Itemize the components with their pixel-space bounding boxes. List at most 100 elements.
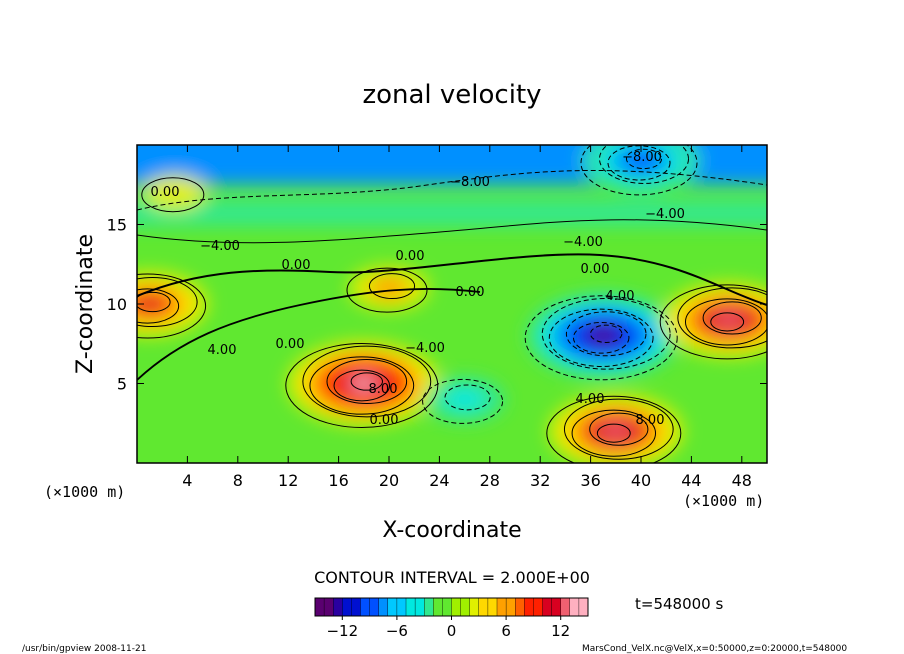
contour-2-1 — [302, 345, 432, 418]
contour-label: −8.00 — [450, 175, 490, 190]
x-tick-label: 4 — [182, 471, 192, 490]
field-feature-5-ring-4 — [602, 423, 630, 439]
field-feature-2-ring-5 — [351, 376, 377, 391]
y-axis: 5 10 15 — [107, 216, 767, 394]
contour-2-4 — [333, 369, 391, 402]
colorbar-cell — [478, 597, 489, 617]
contour-1-0 — [346, 267, 428, 313]
colorbar-cell — [451, 597, 462, 617]
contour-label: 0.00 — [151, 185, 180, 200]
contour-6-1 — [599, 145, 689, 184]
colorbar-cell — [542, 597, 553, 617]
colorbar-cell — [405, 597, 416, 617]
contour-label: 8.00 — [636, 413, 665, 428]
field-feature-4-ring-4 — [715, 312, 743, 328]
contour-label: −4.00 — [405, 341, 445, 356]
colorbar-cell — [351, 597, 361, 617]
contour-7-0 — [422, 378, 504, 424]
x-tick-label: 24 — [429, 471, 449, 490]
contour-6-0 — [580, 145, 698, 196]
contour-label: 0.00 — [581, 262, 610, 277]
contour-front-upper — [137, 253, 767, 306]
x-tick-label: 28 — [480, 471, 500, 490]
contour-8-1 — [137, 276, 198, 328]
contour-3-5 — [590, 324, 623, 343]
y-tick-label: 5 — [117, 375, 127, 394]
colorbar-cell — [414, 597, 425, 617]
x-unit-left: (×1000 m) — [44, 483, 125, 501]
colorbar-cell — [560, 597, 571, 617]
contour-upper-dashed — [137, 169, 767, 211]
field-band-upper — [137, 200, 767, 226]
contour-label: 0.00 — [282, 258, 311, 273]
contour-7-1 — [444, 384, 491, 411]
field-feature-7-ring-1 — [444, 388, 485, 411]
contour-3-4 — [572, 321, 630, 354]
colorbar-cell — [578, 597, 589, 617]
contour-2-3 — [326, 359, 408, 404]
colorbar-tick-label: 0 — [447, 622, 457, 640]
x-tick-label: 12 — [278, 471, 298, 490]
colorbar-cell — [424, 597, 434, 617]
contour-label: −4.00 — [563, 235, 603, 250]
contour-3-1 — [541, 297, 671, 370]
colorbar-cell — [569, 597, 580, 617]
field-feature-8-ring-3 — [137, 296, 165, 312]
contour-label: −8.00 — [622, 150, 662, 165]
contour-8-2 — [137, 288, 180, 324]
time-label: t=548000 s — [635, 595, 723, 613]
x-tick-label: 44 — [681, 471, 701, 490]
x-tick-label: 32 — [530, 471, 550, 490]
footer-left: /usr/bin/gpview 2008-11-21 — [22, 644, 146, 654]
contour-label: 0.00 — [276, 337, 305, 352]
contour-4-1 — [677, 287, 767, 349]
chart-title: zonal velocity — [362, 80, 541, 110]
colorbar-cell — [496, 597, 507, 617]
contour-label: 4.00 — [208, 343, 237, 358]
contour-0-0 — [141, 177, 205, 213]
colorbar-cell — [551, 597, 562, 617]
x-tick-label: 36 — [580, 471, 600, 490]
contour-upper-solid — [137, 219, 767, 244]
contour-2-2 — [309, 356, 415, 415]
colorbar-cell — [369, 597, 380, 617]
contour-labels: 0.00 −8.00 −8.00 −4.00 −4.00 −4.00 0.00 0.00 0.0… — [151, 150, 685, 428]
colorbar-cell — [378, 597, 389, 617]
colorbar-cell — [314, 597, 325, 617]
contour-lines — [137, 145, 767, 463]
colorbar-cell — [505, 597, 516, 617]
x-tick-label: 20 — [379, 471, 399, 490]
colorbar-cell — [433, 597, 443, 617]
contour-5-4 — [596, 423, 631, 443]
x-tick-label: 8 — [233, 471, 243, 490]
x-tick-label: 40 — [631, 471, 651, 490]
contour-2-5 — [350, 372, 383, 391]
colorbar-tick-label: −6 — [386, 622, 408, 640]
colorbar-cell — [333, 597, 343, 617]
contour-1-1 — [368, 273, 416, 300]
contour-front-lower — [137, 287, 481, 381]
colorbar-cell — [469, 597, 480, 617]
y-tick-label: 15 — [107, 216, 127, 235]
contour-label: 0.00 — [456, 285, 485, 300]
colorbar-cell — [342, 597, 352, 617]
colorbar-cells — [314, 597, 589, 617]
colorbar-tick-label: 12 — [551, 622, 570, 640]
y-tick-label: 10 — [107, 295, 127, 314]
contour-8-3 — [137, 291, 171, 313]
y-axis-label: Z-coordinate — [73, 234, 98, 374]
colorbar-ticks: −12 −6 0 6 12 — [326, 616, 570, 640]
contour-label: −4.00 — [645, 207, 685, 222]
contour-5-0 — [546, 395, 682, 463]
field-feature-3-ring-5 — [590, 328, 616, 343]
contour-3-0 — [524, 295, 678, 381]
colorbar-cell — [533, 597, 544, 617]
footer-right: MarsCond_VelX.nc@VelX,x=0:50000,z=0:2000… — [582, 644, 847, 654]
contour-3-3 — [565, 311, 647, 357]
contour-5-3 — [589, 412, 649, 446]
colorbar-cell — [487, 597, 498, 617]
contour-label: 4.00 — [606, 289, 635, 304]
contour-interval-label: CONTOUR INTERVAL = 2.000E+00 — [314, 568, 590, 587]
contour-3-2 — [548, 308, 654, 367]
contour-4-4 — [710, 312, 745, 332]
